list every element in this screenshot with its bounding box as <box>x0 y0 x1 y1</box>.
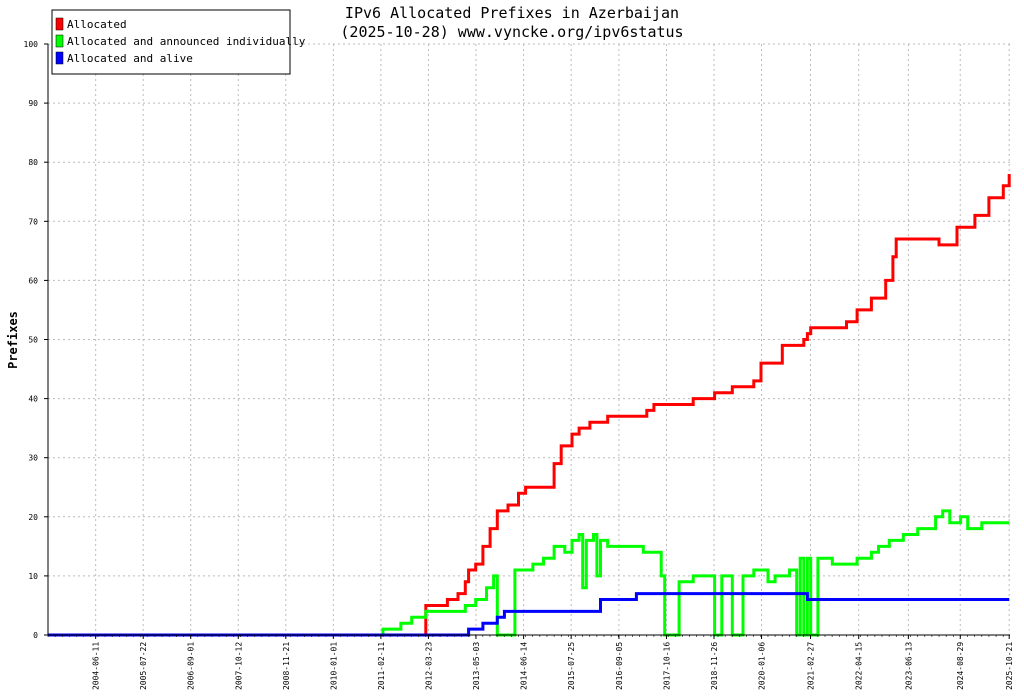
y-tick-label: 100 <box>24 40 39 49</box>
grid-layer <box>48 43 1010 635</box>
x-tick-label: 2022-04-15 <box>855 642 864 690</box>
series-layer <box>48 174 1011 637</box>
x-tick-label: 2016-09-05 <box>615 642 624 690</box>
x-tick-label: 2015-07-25 <box>567 642 576 690</box>
x-tick-label: 2010-01-01 <box>329 642 338 690</box>
x-tick-label: 2012-03-23 <box>424 642 433 690</box>
x-tick-label: 2018-11-26 <box>710 642 719 690</box>
x-tick-label: 2025-10-21 <box>1005 642 1014 690</box>
x-tick-label: 2024-08-29 <box>956 642 965 690</box>
y-tick-label: 0 <box>33 631 38 640</box>
x-tick-label: 2011-02-11 <box>377 642 386 690</box>
y-tick-label: 30 <box>28 454 38 463</box>
y-tick-label: 40 <box>28 395 38 404</box>
y-tick-label: 90 <box>28 99 38 108</box>
legend-swatch <box>55 34 64 48</box>
legend-swatch <box>55 17 64 31</box>
legend-box <box>51 9 291 75</box>
x-tick-label: 2017-10-16 <box>662 642 671 690</box>
legend-entry: Allocated and alive <box>67 52 193 65</box>
x-tick-label: 2008-11-21 <box>282 642 291 690</box>
x-tick-label: 2004-06-11 <box>92 642 101 690</box>
x-tick-label: 2020-01-06 <box>758 642 767 690</box>
y-tick-label: 70 <box>28 217 38 226</box>
axis-layer: 0 10 20 30 40 50 60 70 80 90 100 2004-06-11 2005-07-… <box>24 40 1015 690</box>
series-line-0 <box>48 174 1011 637</box>
x-tick-label: 2023-06-13 <box>904 642 913 690</box>
legend: Allocated Allocated and announced individ… <box>51 9 306 75</box>
y-tick-label: 80 <box>28 158 38 167</box>
x-tick-label: 2005-07-22 <box>139 642 148 690</box>
y-tick-label: 50 <box>28 336 38 345</box>
x-tick-label: 2007-10-12 <box>234 642 243 690</box>
chart-title: IPv6 Allocated Prefixes in Azerbaijan <box>345 4 679 22</box>
legend-entry: Allocated and announced individually <box>67 35 306 48</box>
x-tick-label: 2014-06-14 <box>520 642 529 690</box>
chart-subtitle: (2025-10-28) www.vyncke.org/ipv6status <box>340 23 683 41</box>
x-tick-label: 2006-09-01 <box>187 642 196 690</box>
x-tick-label: 2021-02-27 <box>806 642 815 690</box>
y-tick-label: 20 <box>28 513 38 522</box>
y-tick-label: 10 <box>28 572 38 581</box>
legend-entry: Allocated <box>67 18 127 31</box>
y-tick-label: 60 <box>28 276 38 285</box>
legend-swatch <box>55 51 64 65</box>
series-line-1 <box>48 509 1010 637</box>
x-tick-label: 2013-05-03 <box>472 642 481 690</box>
y-axis-title: Prefixes <box>6 311 20 369</box>
series-line-2 <box>48 592 1010 637</box>
